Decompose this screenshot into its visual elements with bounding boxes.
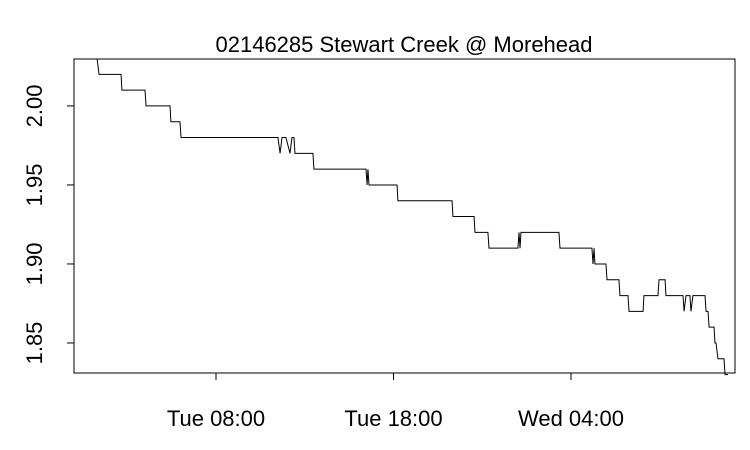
y-tick-label: 1.90 — [22, 243, 47, 286]
y-tick-label: 1.95 — [22, 164, 47, 207]
plot-box — [73, 58, 736, 374]
x-tick-label: Tue 18:00 — [344, 406, 442, 431]
x-tick-label: Wed 04:00 — [518, 406, 624, 431]
y-tick-label: 1.85 — [22, 322, 47, 365]
y-tick-label: 2.00 — [22, 85, 47, 128]
chart-title: 02146285 Stewart Creek @ Morehead — [216, 32, 593, 57]
line — [96, 58, 729, 376]
x-tick-label: Tue 08:00 — [167, 406, 265, 431]
